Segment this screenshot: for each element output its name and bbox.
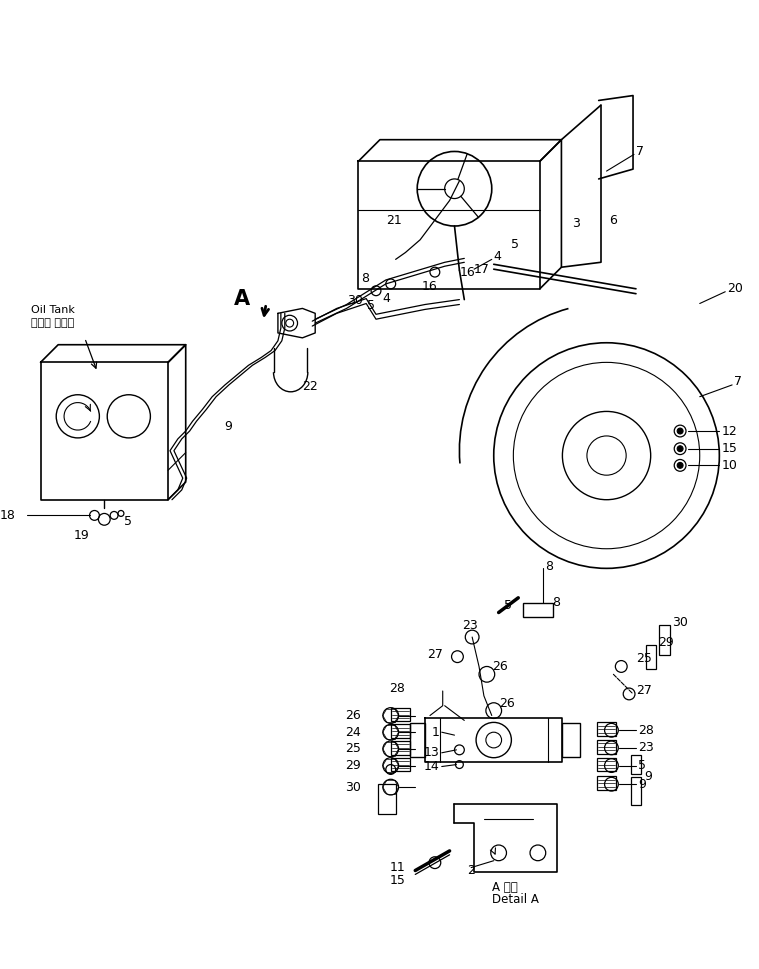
Text: 1: 1 (432, 726, 439, 738)
Bar (523, 603, 553, 617)
Text: A 詳細: A 詳細 (492, 881, 518, 893)
Text: 16: 16 (459, 266, 475, 279)
Text: 22: 22 (302, 381, 318, 393)
Text: 5: 5 (367, 299, 375, 312)
Bar (631, 755, 641, 774)
Text: 15: 15 (721, 442, 737, 455)
Text: 5: 5 (512, 238, 519, 251)
Text: 9: 9 (638, 778, 646, 791)
Bar (597, 776, 616, 790)
Text: 30: 30 (345, 781, 361, 794)
Text: 7: 7 (636, 145, 644, 158)
Text: 27: 27 (636, 684, 652, 698)
Text: 28: 28 (389, 681, 405, 695)
Text: 11: 11 (389, 861, 405, 874)
Text: 15: 15 (389, 874, 405, 887)
Text: 14: 14 (424, 760, 439, 773)
Text: 23: 23 (462, 619, 478, 632)
Text: 27: 27 (427, 648, 442, 661)
Text: 23: 23 (638, 741, 653, 755)
Text: A: A (234, 289, 250, 308)
Text: 9: 9 (644, 769, 652, 783)
Circle shape (677, 446, 683, 452)
Bar (597, 722, 616, 736)
Text: 8: 8 (361, 272, 370, 286)
Text: 29: 29 (659, 637, 674, 649)
Text: オイル タンク: オイル タンク (30, 318, 74, 328)
Bar (597, 758, 616, 771)
Bar (391, 741, 411, 755)
Text: 16: 16 (422, 280, 438, 294)
Text: 9: 9 (224, 420, 231, 432)
Text: 25: 25 (345, 742, 361, 756)
Text: 25: 25 (636, 652, 652, 665)
Text: 8: 8 (545, 560, 553, 573)
Text: 5: 5 (638, 759, 646, 772)
Text: 29: 29 (345, 759, 361, 772)
Circle shape (677, 462, 683, 468)
Text: 21: 21 (386, 213, 402, 227)
Text: 4: 4 (494, 250, 502, 263)
Circle shape (677, 428, 683, 434)
Text: Oil Tank: Oil Tank (30, 305, 74, 315)
Text: 17: 17 (474, 263, 490, 275)
Text: 5: 5 (503, 599, 512, 612)
Bar (391, 725, 411, 738)
Text: 26: 26 (492, 660, 508, 672)
Text: 13: 13 (424, 746, 439, 760)
Bar (411, 724, 425, 757)
Bar (378, 784, 395, 814)
Text: 2: 2 (468, 864, 475, 877)
Text: 5: 5 (124, 515, 132, 528)
Text: 19: 19 (74, 528, 90, 542)
Text: 28: 28 (638, 724, 653, 736)
Bar (659, 625, 670, 655)
Text: 30: 30 (672, 616, 688, 629)
Bar (597, 740, 616, 754)
Text: 7: 7 (734, 376, 742, 389)
Text: 8: 8 (553, 596, 561, 610)
Text: 6: 6 (609, 213, 617, 227)
Text: 26: 26 (499, 698, 515, 710)
Text: 20: 20 (727, 282, 743, 296)
Bar (562, 724, 580, 757)
Text: 4: 4 (382, 292, 390, 305)
Text: 24: 24 (345, 726, 361, 738)
Text: 10: 10 (721, 459, 737, 472)
Text: 26: 26 (345, 709, 361, 722)
Text: 3: 3 (572, 217, 580, 230)
Bar (646, 645, 656, 670)
Text: 12: 12 (721, 424, 737, 438)
Text: Detail A: Detail A (492, 893, 539, 906)
Text: 18: 18 (0, 509, 16, 522)
Text: 30: 30 (347, 294, 363, 307)
Bar (631, 777, 641, 805)
Bar (391, 758, 411, 771)
Bar (391, 707, 411, 721)
